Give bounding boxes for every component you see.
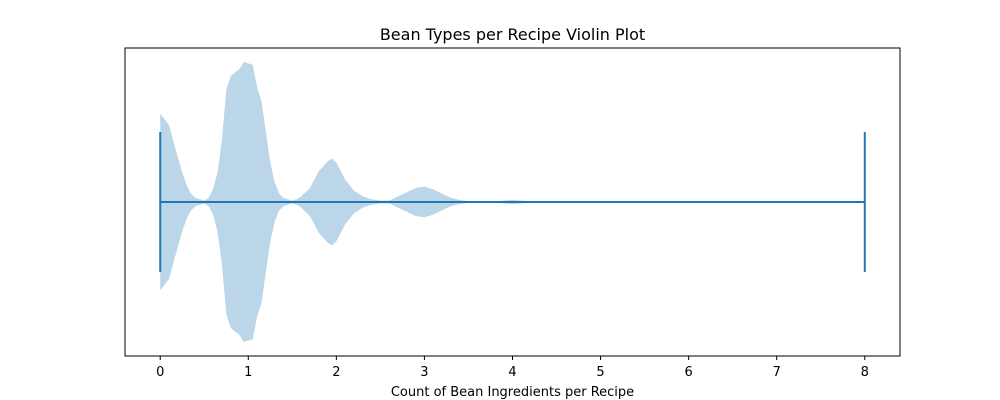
- x-tick-label: 5: [596, 365, 604, 380]
- x-axis-label: Count of Bean Ingredients per Recipe: [391, 385, 634, 400]
- plot-area: [159, 62, 866, 342]
- x-axis-ticks: 0 1 2 3 4 5 6 7 8: [156, 356, 869, 380]
- x-tick-label: 6: [684, 365, 692, 380]
- chart-title: Bean Types per Recipe Violin Plot: [380, 25, 645, 44]
- x-tick-label: 4: [508, 365, 516, 380]
- x-tick-label: 8: [861, 365, 869, 380]
- x-tick-label: 2: [332, 365, 340, 380]
- x-tick-label: 7: [773, 365, 781, 380]
- x-tick-label: 0: [156, 365, 164, 380]
- x-tick-label: 1: [244, 365, 252, 380]
- x-tick-label: 3: [420, 365, 428, 380]
